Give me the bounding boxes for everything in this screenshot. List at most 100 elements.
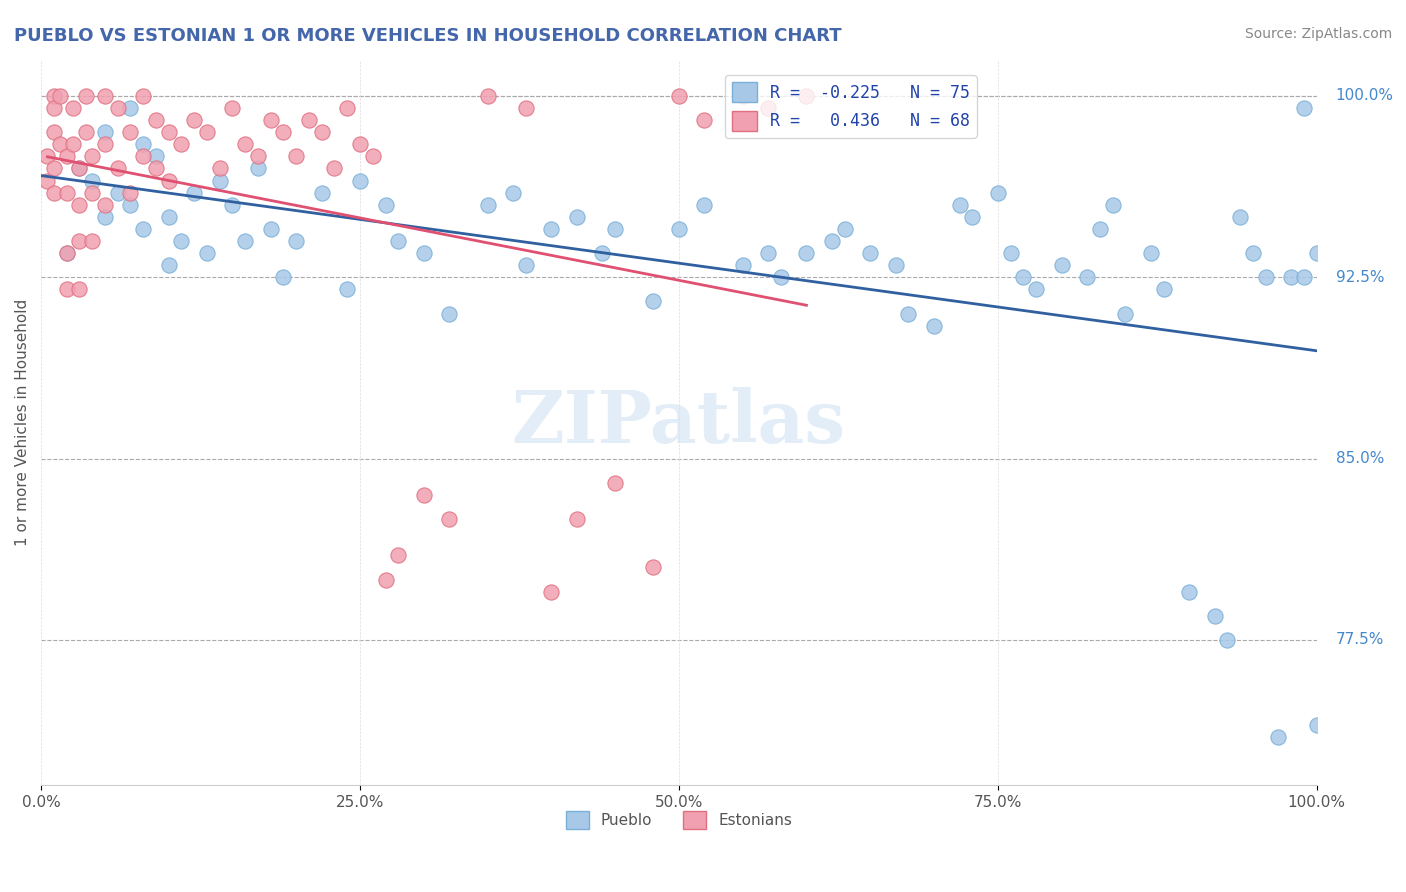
Point: [603, 475, 626, 490]
Point: [668, 222, 690, 236]
Point: [515, 258, 537, 272]
Point: [120, 186, 142, 200]
Point: [273, 125, 295, 139]
Point: [55, 282, 77, 296]
Point: [540, 222, 562, 236]
Point: [1241, 246, 1264, 260]
Point: [67, 282, 90, 296]
Point: [643, 560, 665, 574]
Point: [591, 246, 613, 260]
Point: [412, 488, 434, 502]
Point: [311, 186, 333, 200]
Point: [82, 173, 104, 187]
Point: [145, 161, 167, 176]
Point: [285, 149, 308, 163]
Point: [107, 186, 129, 200]
Point: [962, 210, 984, 224]
Point: [349, 173, 371, 187]
Point: [75, 125, 97, 139]
Point: [821, 234, 844, 248]
Point: [67, 234, 90, 248]
Point: [336, 282, 359, 296]
Point: [157, 125, 180, 139]
Point: [49, 137, 72, 152]
Point: [208, 161, 231, 176]
Point: [477, 88, 499, 103]
Point: [107, 161, 129, 176]
Point: [336, 101, 359, 115]
Point: [693, 113, 716, 128]
Point: [132, 137, 155, 152]
Point: [756, 246, 779, 260]
Point: [67, 161, 90, 176]
Point: [170, 137, 193, 152]
Y-axis label: 1 or more Vehicles in Household: 1 or more Vehicles in Household: [15, 299, 30, 546]
Point: [42, 101, 65, 115]
Point: [1012, 270, 1035, 285]
Point: [1305, 717, 1327, 731]
Point: [834, 222, 856, 236]
Point: [55, 246, 77, 260]
Point: [42, 125, 65, 139]
Point: [120, 125, 142, 139]
Point: [1279, 270, 1302, 285]
Point: [439, 306, 461, 320]
Point: [769, 270, 792, 285]
Point: [183, 113, 205, 128]
Point: [55, 246, 77, 260]
Point: [502, 186, 524, 200]
Point: [477, 197, 499, 211]
Text: ZIPatlas: ZIPatlas: [512, 387, 846, 458]
Point: [62, 137, 84, 152]
Point: [1025, 282, 1047, 296]
Point: [157, 210, 180, 224]
Point: [361, 149, 384, 163]
Point: [183, 186, 205, 200]
Point: [94, 210, 117, 224]
Point: [948, 197, 970, 211]
Text: 92.5%: 92.5%: [1336, 269, 1385, 285]
Point: [1114, 306, 1136, 320]
Point: [1076, 270, 1098, 285]
Point: [387, 549, 409, 563]
Point: [1050, 258, 1073, 272]
Point: [157, 173, 180, 187]
Point: [1088, 222, 1111, 236]
Point: [55, 186, 77, 200]
Point: [668, 88, 690, 103]
Point: [49, 88, 72, 103]
Point: [1305, 246, 1327, 260]
Point: [565, 512, 588, 526]
Point: [603, 222, 626, 236]
Point: [1000, 246, 1022, 260]
Point: [374, 197, 396, 211]
Point: [157, 258, 180, 272]
Point: [731, 258, 754, 272]
Point: [540, 584, 562, 599]
Point: [37, 149, 59, 163]
Point: [55, 149, 77, 163]
Point: [1267, 730, 1289, 744]
Point: [285, 234, 308, 248]
Point: [1216, 632, 1239, 647]
Point: [260, 222, 283, 236]
Point: [412, 246, 434, 260]
Point: [922, 318, 945, 333]
Point: [273, 270, 295, 285]
Point: [195, 246, 218, 260]
Point: [120, 197, 142, 211]
Point: [82, 234, 104, 248]
Point: [37, 173, 59, 187]
Point: [1178, 584, 1201, 599]
Point: [756, 101, 779, 115]
Point: [221, 197, 243, 211]
Point: [82, 149, 104, 163]
Point: [170, 234, 193, 248]
Point: [1254, 270, 1277, 285]
Point: [246, 161, 269, 176]
Point: [82, 186, 104, 200]
Point: [1229, 210, 1251, 224]
Text: Source: ZipAtlas.com: Source: ZipAtlas.com: [1244, 27, 1392, 41]
Point: [1292, 270, 1315, 285]
Point: [42, 88, 65, 103]
